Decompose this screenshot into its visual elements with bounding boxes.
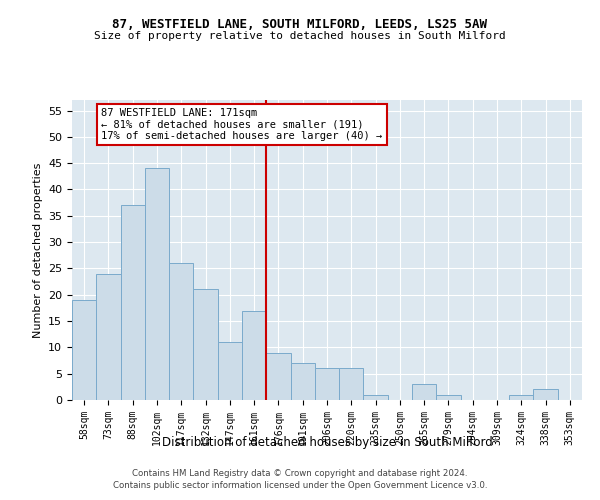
Bar	[169, 263, 193, 400]
Bar	[121, 206, 145, 400]
Bar	[436, 394, 461, 400]
Bar	[412, 384, 436, 400]
Bar	[193, 290, 218, 400]
Bar	[145, 168, 169, 400]
Bar	[339, 368, 364, 400]
Bar	[266, 352, 290, 400]
Bar	[242, 310, 266, 400]
Bar	[290, 363, 315, 400]
Bar	[533, 390, 558, 400]
Bar	[315, 368, 339, 400]
Text: 87, WESTFIELD LANE, SOUTH MILFORD, LEEDS, LS25 5AW: 87, WESTFIELD LANE, SOUTH MILFORD, LEEDS…	[113, 18, 487, 30]
Text: 87 WESTFIELD LANE: 171sqm
← 81% of detached houses are smaller (191)
17% of semi: 87 WESTFIELD LANE: 171sqm ← 81% of detac…	[101, 108, 382, 141]
Bar	[72, 300, 96, 400]
Bar	[218, 342, 242, 400]
Bar	[96, 274, 121, 400]
Y-axis label: Number of detached properties: Number of detached properties	[32, 162, 43, 338]
Text: Size of property relative to detached houses in South Milford: Size of property relative to detached ho…	[94, 31, 506, 41]
Text: Contains HM Land Registry data © Crown copyright and database right 2024.: Contains HM Land Registry data © Crown c…	[132, 470, 468, 478]
Bar	[364, 394, 388, 400]
Text: Distribution of detached houses by size in South Milford: Distribution of detached houses by size …	[161, 436, 493, 449]
Bar	[509, 394, 533, 400]
Text: Contains public sector information licensed under the Open Government Licence v3: Contains public sector information licen…	[113, 482, 487, 490]
